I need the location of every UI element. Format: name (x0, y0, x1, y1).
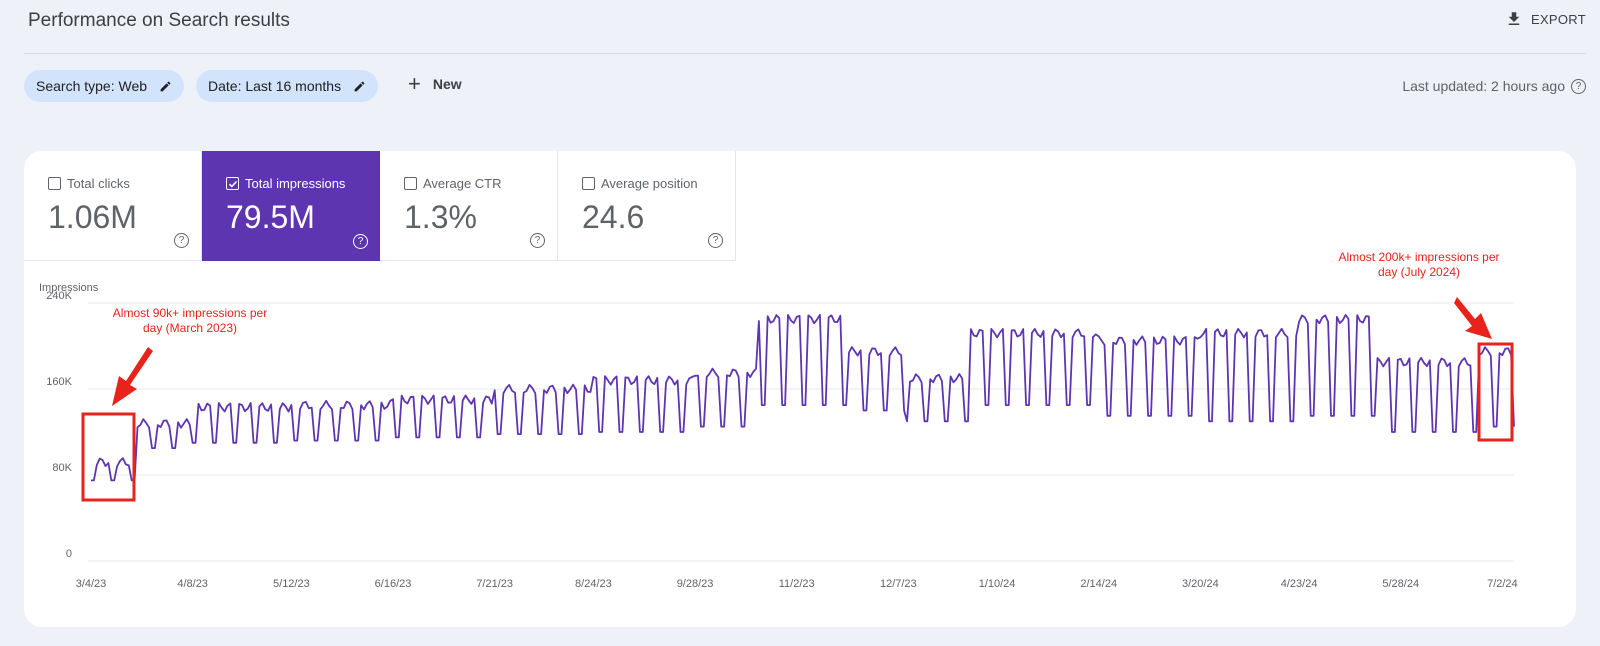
help-icon[interactable]: ? (708, 233, 723, 248)
y-tick-label: 0 (66, 548, 72, 560)
help-icon[interactable]: ? (530, 233, 545, 248)
metric-value: 79.5M (226, 199, 315, 235)
performance-card: Total clicks 1.06M ? Total impressions 7… (24, 151, 1576, 627)
last-updated-text: Last updated: 2 hours ago (1402, 78, 1565, 94)
help-icon[interactable]: ? (174, 233, 189, 248)
metric-tile-average-ctr[interactable]: Average CTR 1.3% ? (380, 151, 558, 261)
x-tick-label: 4/8/23 (177, 578, 208, 590)
pencil-icon (160, 81, 171, 91)
date-filter-label: Date: Last 16 months (208, 78, 342, 94)
x-tick-label: 7/2/24 (1487, 578, 1518, 590)
help-icon[interactable]: ? (353, 234, 368, 249)
x-tick-label: 5/28/24 (1382, 578, 1419, 590)
plus-icon: + (408, 71, 421, 96)
y-tick-label: 240K (46, 290, 72, 302)
x-tick-label: 12/7/23 (880, 578, 917, 590)
new-filter-label: New (432, 76, 462, 92)
annotation-arrow (1454, 297, 1492, 339)
search-type-label: Search type: Web (36, 78, 148, 94)
header-divider (24, 53, 1586, 54)
metric-tile-average-position[interactable]: Average position 24.6 ? (558, 151, 736, 261)
new-filter-button[interactable]: + New (408, 71, 462, 96)
metric-tile-total-impressions[interactable]: Total impressions 79.5M ? (202, 151, 380, 261)
checkbox-icon[interactable] (582, 177, 595, 190)
metric-tile-total-clicks[interactable]: Total clicks 1.06M ? (24, 151, 202, 261)
annotation-box (81, 412, 136, 502)
impressions-series-line (91, 313, 1515, 482)
metric-value: 1.06M (48, 199, 137, 235)
annotation-arrow (112, 347, 153, 406)
y-tick-label: 160K (46, 376, 72, 388)
page-title: Performance on Search results (28, 10, 290, 31)
checkbox-checked-icon[interactable] (226, 177, 239, 190)
annotation-box (1477, 342, 1514, 442)
metric-label: Total impressions (245, 176, 346, 191)
x-tick-label: 2/14/24 (1080, 578, 1117, 590)
annotation-text: Almost 90k+ impressions per (113, 306, 267, 320)
x-tick-label: 8/24/23 (575, 578, 612, 590)
annotation-text: Almost 200k+ impressions per (1338, 250, 1499, 264)
y-axis-title: Impressions (39, 282, 99, 294)
export-button[interactable]: EXPORT (1505, 10, 1586, 28)
metric-label: Average CTR (423, 176, 502, 191)
annotation-text: day (March 2023) (143, 321, 237, 335)
pencil-icon (354, 81, 365, 91)
checkbox-icon[interactable] (48, 177, 61, 190)
checkbox-icon[interactable] (404, 177, 417, 190)
x-tick-label: 6/16/23 (375, 578, 412, 590)
metric-value: 24.6 (582, 199, 645, 235)
y-tick-label: 80K (52, 462, 72, 474)
x-tick-label: 3/4/23 (76, 578, 107, 590)
annotation-text: day (July 2024) (1378, 265, 1460, 279)
date-filter-chip[interactable]: Date: Last 16 months (196, 70, 379, 102)
metric-label: Total clicks (67, 176, 130, 191)
last-updated: Last updated: 2 hours ago ? (1402, 78, 1586, 94)
download-icon (1508, 12, 1520, 25)
export-label: EXPORT (1530, 11, 1586, 27)
x-tick-label: 4/23/24 (1281, 578, 1318, 590)
metric-value: 1.3% (404, 199, 477, 235)
impressions-chart: Impressions 0 80K 160K 240K 3/4/23 4/8/23 5/1… (39, 250, 1518, 590)
x-tick-label: 9/28/23 (677, 578, 714, 590)
search-type-filter-chip[interactable]: Search type: Web (24, 70, 185, 102)
x-tick-label: 7/21/23 (476, 578, 513, 590)
metric-label: Average position (601, 176, 698, 191)
x-tick-label: 1/10/24 (979, 578, 1016, 590)
x-tick-label: 3/20/24 (1182, 578, 1219, 590)
x-tick-label: 11/2/23 (779, 578, 815, 590)
help-icon[interactable]: ? (1571, 78, 1586, 94)
x-tick-label: 5/12/23 (273, 578, 310, 590)
